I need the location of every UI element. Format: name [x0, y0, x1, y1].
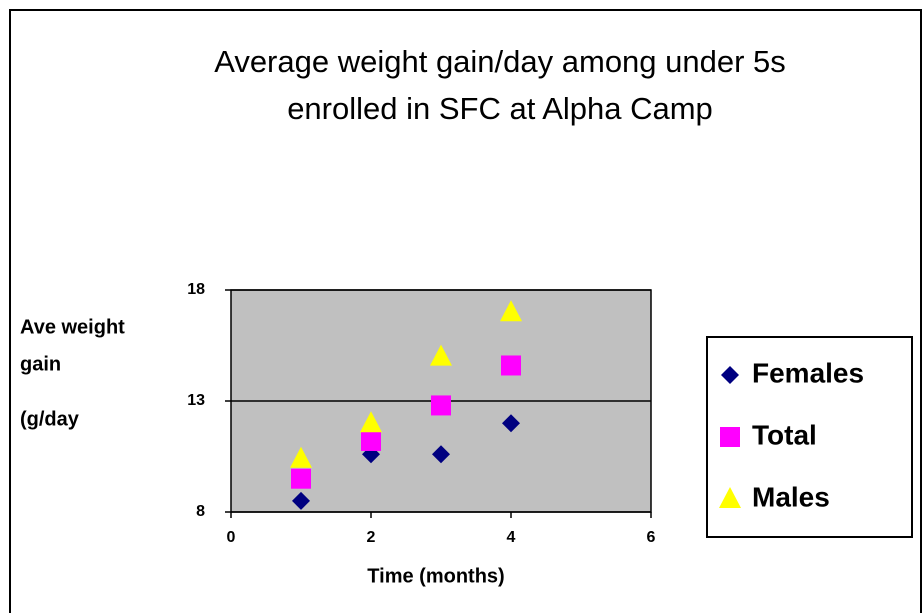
- point: [361, 430, 381, 451]
- point: [360, 411, 382, 433]
- y-tick-label: 13: [187, 392, 205, 409]
- point: [502, 414, 520, 433]
- y-tick-label: 18: [187, 281, 205, 298]
- y-axis-title: Ave weight: [20, 316, 125, 338]
- point: [291, 468, 311, 489]
- legend-label: Females: [752, 357, 864, 388]
- point: [432, 445, 450, 464]
- y-axis-title: (g/day: [20, 408, 80, 430]
- x-tick-label: 0: [227, 529, 236, 546]
- point: [431, 395, 451, 416]
- point: [292, 491, 310, 510]
- x-tick-label: 2: [367, 529, 376, 546]
- chart-title: Average weight gain/day among under 5s e…: [214, 44, 786, 126]
- point: [501, 355, 521, 376]
- x-tick-label: 6: [647, 529, 656, 546]
- legend-label: Males: [752, 481, 830, 512]
- legend-box: [706, 336, 913, 538]
- point: [290, 446, 312, 468]
- legend-marker: [719, 487, 741, 508]
- legend-marker: [721, 366, 739, 384]
- legend-marker: [720, 427, 740, 447]
- point: [500, 300, 522, 322]
- x-tick-label: 4: [507, 529, 516, 546]
- legend-label: Total: [752, 419, 817, 450]
- y-axis-title: gain: [20, 353, 61, 375]
- x-axis-title: Time (months): [367, 565, 504, 587]
- point: [430, 344, 452, 366]
- y-tick-label: 8: [196, 503, 205, 520]
